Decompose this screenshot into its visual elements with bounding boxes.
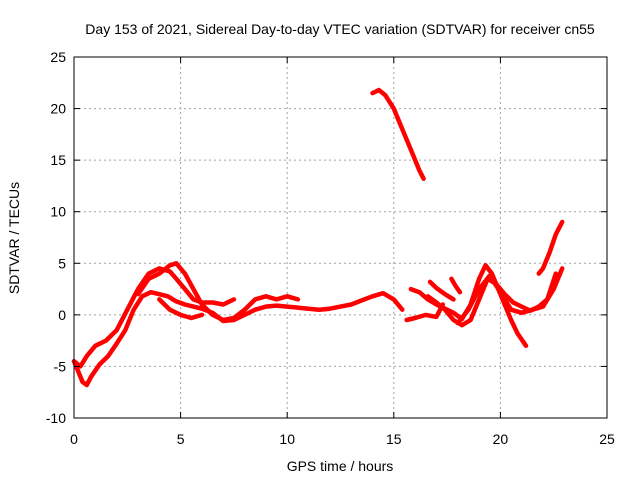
y-tick-label: 0 [58,307,66,323]
data-series-group [71,87,565,388]
y-tick-label: 5 [58,255,66,271]
chart-title: Day 153 of 2021, Sidereal Day-to-day VTE… [85,21,595,37]
x-tick-label: 0 [70,431,78,447]
series-line-arc-1 [71,289,405,388]
x-tick-label: 15 [386,431,402,447]
series-line-arc-5 [370,87,426,181]
y-tick-label: 25 [50,49,66,65]
series-line-arc-10 [536,219,565,276]
x-tick-label: 25 [599,431,615,447]
axis-ticks: 0 5 10 15 20 25 -10 -5 0 5 10 15 20 25 [46,49,615,447]
x-tick-label: 20 [493,431,509,447]
gridlines [74,57,607,418]
y-tick-label: -5 [54,358,67,374]
y-tick-label: 10 [50,204,66,220]
y-tick-label: 15 [50,152,66,168]
series-line-arc-6 [404,302,446,323]
series-line-arc-3 [135,261,301,323]
y-tick-label: -10 [46,410,66,426]
y-tick-label: 20 [50,101,66,117]
plot-frame [73,56,608,419]
series-line-arc-4 [157,297,205,321]
x-tick-label: 10 [279,431,295,447]
y-axis-label: SDTVAR / TECUs [6,182,22,294]
x-tick-label: 5 [177,431,185,447]
series-line-arc-11 [427,279,456,302]
series-line-arc-12 [449,276,463,295]
series-line-arc-2 [71,266,237,369]
series-line-arc-9 [455,266,565,326]
x-axis-label: GPS time / hours [287,458,394,474]
